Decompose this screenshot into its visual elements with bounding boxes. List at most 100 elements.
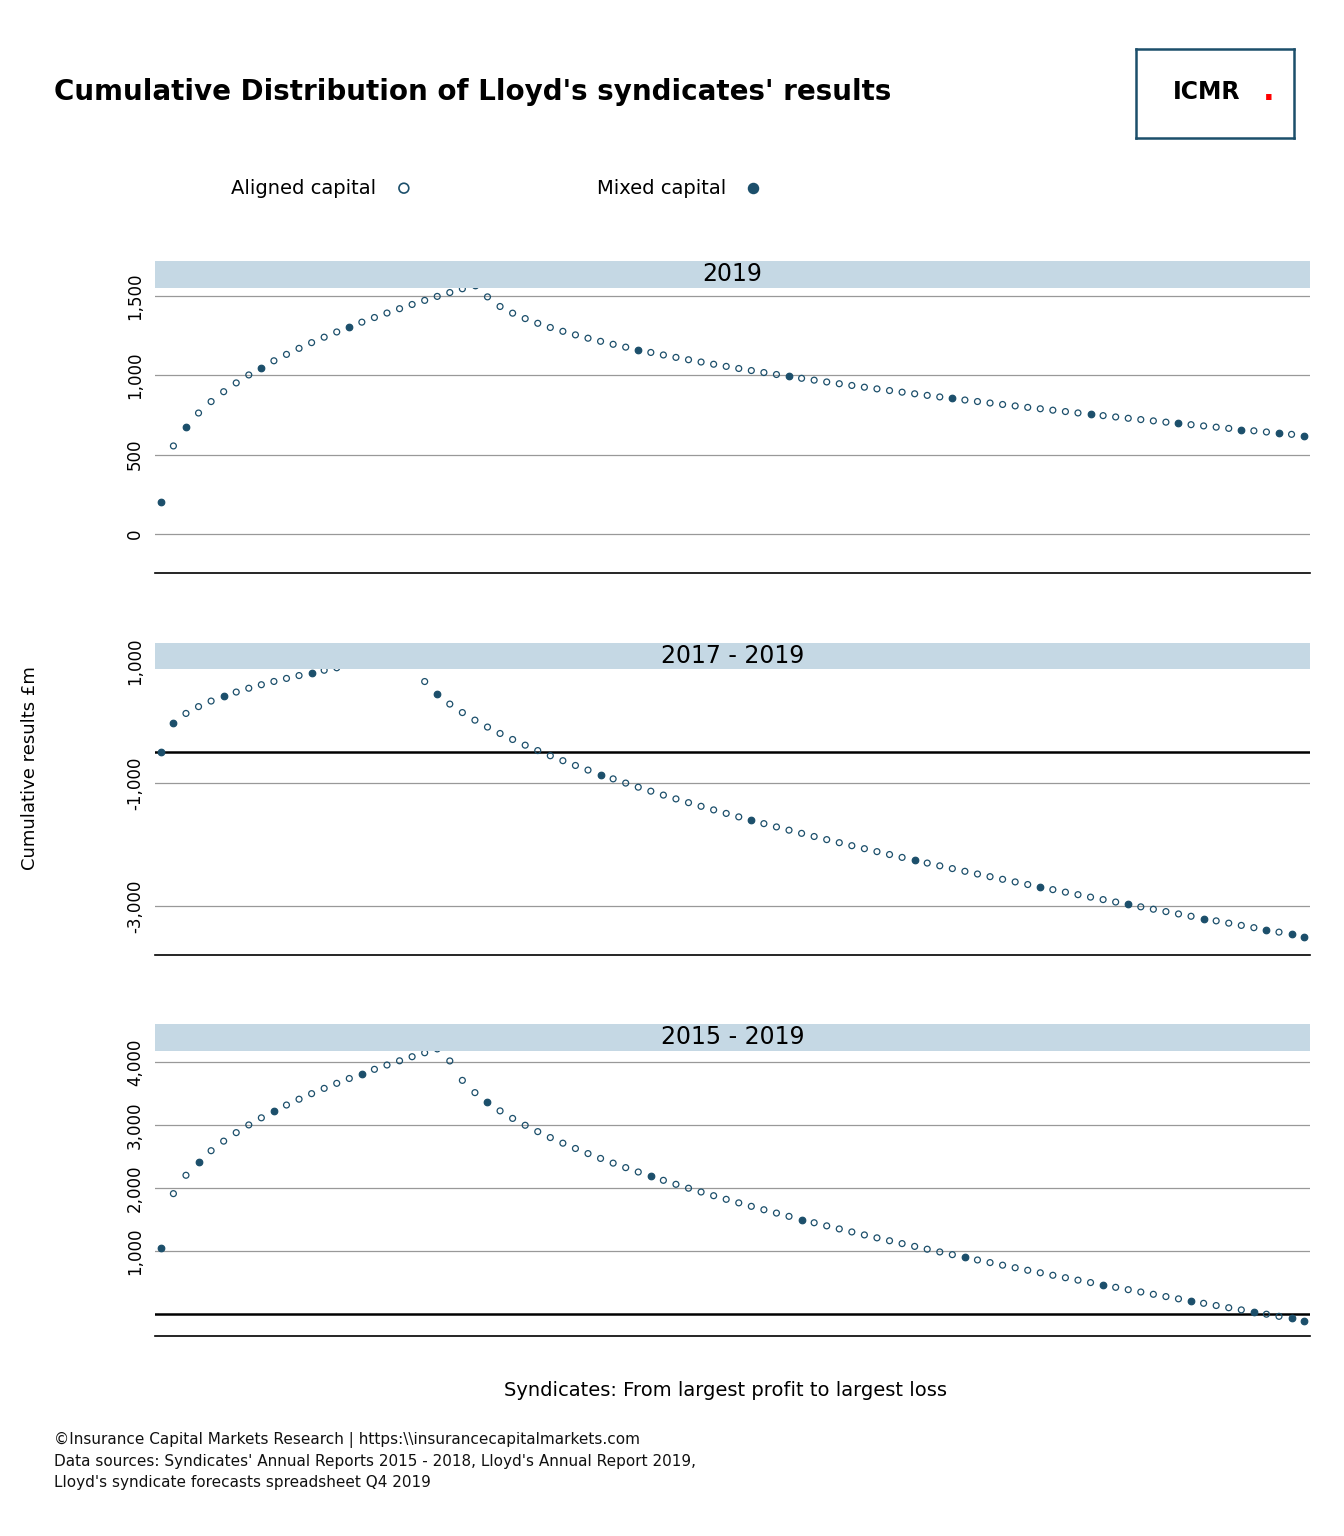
Text: .: . — [1263, 77, 1274, 106]
Point — [276, 343, 297, 367]
Point — [628, 338, 649, 362]
Point — [1093, 1273, 1114, 1298]
Point — [1243, 418, 1265, 442]
Point — [501, 1106, 523, 1130]
Point — [653, 783, 675, 808]
Point — [439, 1049, 461, 1074]
Point — [816, 1213, 837, 1238]
Point — [954, 1246, 976, 1270]
Bar — [155, 261, 1310, 287]
Point — [376, 301, 398, 326]
Point — [313, 1077, 335, 1101]
Point — [1042, 1263, 1063, 1287]
Point — [691, 794, 712, 819]
Point — [728, 1190, 750, 1215]
Point — [1105, 1275, 1126, 1299]
Point — [1255, 917, 1277, 942]
Point — [1218, 416, 1239, 441]
Point — [628, 774, 649, 799]
Point — [477, 284, 499, 309]
Point — [1231, 418, 1253, 442]
Point — [980, 390, 1001, 415]
Point — [439, 280, 461, 304]
Point — [539, 1126, 560, 1150]
Point — [590, 762, 612, 786]
Point — [841, 1220, 863, 1244]
Point — [1030, 876, 1051, 900]
Point — [163, 711, 184, 736]
Point — [238, 362, 259, 387]
Point — [452, 1068, 473, 1092]
Point — [804, 825, 825, 849]
Point — [276, 1092, 297, 1117]
Point — [226, 1120, 247, 1144]
Point — [677, 347, 699, 372]
Point — [866, 1226, 887, 1250]
Point — [1055, 399, 1077, 424]
Point — [527, 310, 548, 335]
Point — [992, 1253, 1013, 1278]
Point — [351, 310, 372, 335]
Point — [464, 708, 485, 733]
Point — [1154, 899, 1176, 923]
Point — [452, 276, 473, 301]
Point — [790, 366, 812, 390]
Point — [879, 842, 900, 866]
Point — [388, 296, 410, 321]
Point — [1142, 1283, 1164, 1307]
Point — [841, 373, 863, 398]
Point — [1105, 404, 1126, 429]
Point — [402, 642, 423, 667]
Point — [866, 376, 887, 401]
Point — [288, 336, 309, 361]
Point — [992, 866, 1013, 891]
Point — [552, 1130, 574, 1155]
Point — [364, 1057, 386, 1081]
Point — [628, 1160, 649, 1184]
Point — [151, 1235, 172, 1260]
Point — [200, 1138, 222, 1163]
Point — [426, 1037, 448, 1061]
Point — [616, 771, 637, 796]
Text: Syndicates: From largest profit to largest loss: Syndicates: From largest profit to large… — [504, 1381, 948, 1399]
Point — [1154, 1284, 1176, 1309]
Point — [891, 379, 913, 404]
Point — [212, 1129, 234, 1154]
Point — [703, 1183, 724, 1207]
Point — [816, 828, 837, 852]
Point — [1142, 409, 1164, 433]
Point — [590, 329, 612, 353]
Point — [891, 845, 913, 869]
Bar — [155, 642, 1310, 670]
Point — [477, 1091, 499, 1115]
Point — [1042, 877, 1063, 902]
Point — [339, 315, 360, 339]
Point — [1130, 894, 1152, 919]
Point — [200, 688, 222, 713]
Text: Cumulative results £m: Cumulative results £m — [20, 667, 39, 869]
Point — [1042, 398, 1063, 422]
Point — [715, 802, 737, 826]
Point — [250, 673, 271, 697]
Point — [464, 1080, 485, 1104]
Point — [250, 355, 271, 379]
Point — [753, 361, 774, 386]
Point — [715, 1187, 737, 1212]
Point — [439, 691, 461, 716]
Point — [1218, 911, 1239, 935]
Point — [743, 177, 765, 201]
Point — [1206, 909, 1227, 934]
Point — [804, 367, 825, 392]
Point — [489, 295, 511, 319]
Point — [1117, 1278, 1138, 1303]
Point — [226, 370, 247, 395]
Point — [1017, 395, 1039, 419]
Point — [1193, 413, 1215, 438]
Point — [653, 1167, 675, 1192]
Point — [602, 766, 624, 791]
Point — [1281, 1306, 1302, 1330]
Point — [1269, 920, 1290, 945]
Point — [414, 670, 435, 694]
Point — [778, 817, 800, 842]
Point — [376, 647, 398, 671]
